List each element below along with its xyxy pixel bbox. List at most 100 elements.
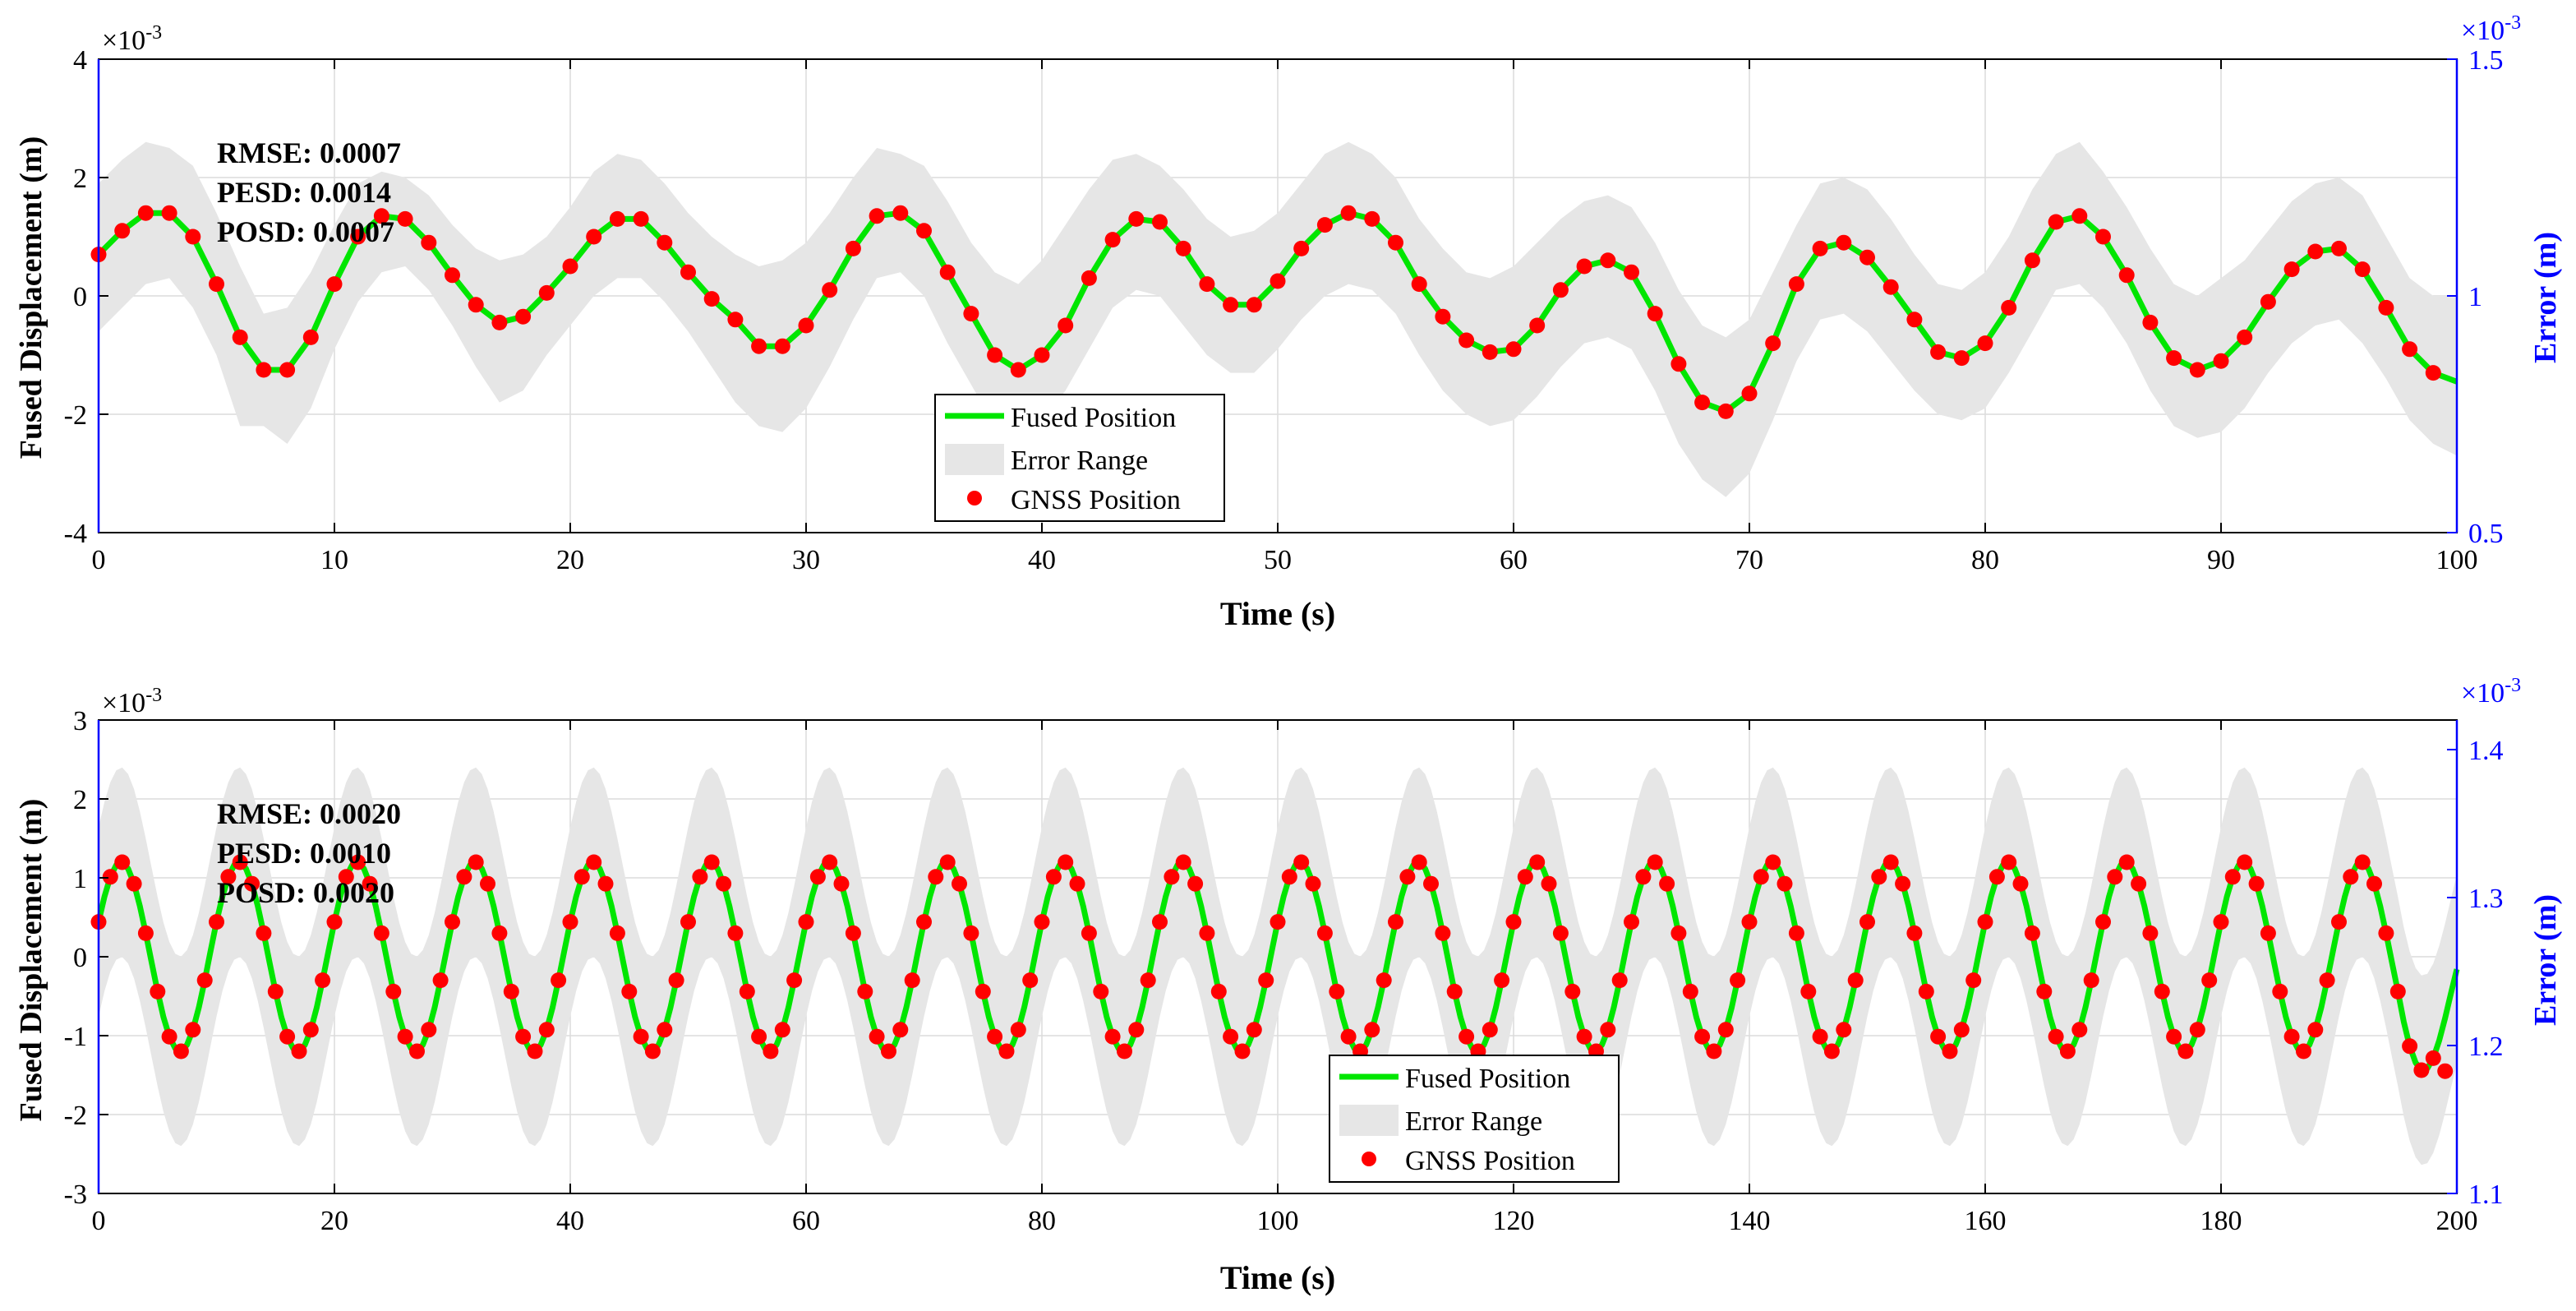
gnss-point-bottom (857, 983, 873, 999)
pesd-label-bottom: PESD: 0.0010 (217, 837, 391, 870)
gnss-point-bottom (809, 869, 826, 885)
gnss-point-bottom (2083, 972, 2099, 989)
gnss-point-top (892, 205, 909, 221)
gnss-point-bottom (939, 854, 956, 870)
gnss-point-bottom (538, 1022, 555, 1038)
gnss-point-bottom (150, 983, 166, 999)
gnss-point-bottom (798, 914, 814, 930)
y-tick-label-bottom: 3 (73, 706, 87, 736)
gnss-point-bottom (1682, 983, 1698, 999)
gnss-point-bottom (633, 1028, 649, 1045)
rmse-label-bottom: RMSE: 0.0020 (217, 797, 401, 830)
gnss-point-top (1529, 317, 1546, 334)
gnss-point-top (1316, 217, 1333, 233)
y-tick-label-top: 4 (73, 45, 87, 76)
y2-tick-label-top: 0.5 (2468, 519, 2504, 549)
gnss-point-bottom (1388, 914, 1403, 930)
x-tick-label-top: 40 (1028, 545, 1056, 575)
gnss-point-top (1435, 308, 1451, 325)
gnss-point-bottom (1223, 1028, 1239, 1045)
gnss-point-top (1906, 312, 1923, 328)
gnss-point-bottom (267, 983, 283, 999)
gnss-point-bottom (1034, 914, 1050, 930)
gnss-point-top (1081, 270, 1097, 286)
gnss-point-bottom (137, 925, 154, 941)
y2-tick-label-top: 1.5 (2468, 45, 2504, 76)
gnss-point-top (1930, 344, 1947, 360)
gnss-point-top (2001, 299, 2017, 316)
gnss-point-bottom (1730, 972, 1746, 989)
gnss-point-bottom (1823, 1043, 1840, 1059)
y-tick-label-bottom: 1 (73, 864, 87, 894)
gnss-point-bottom (1246, 1022, 1262, 1038)
gnss-point-bottom (2237, 854, 2253, 870)
gnss-point-bottom (1281, 869, 1297, 885)
gnss-point-top (609, 210, 625, 227)
x-tick-label-bottom: 80 (1028, 1206, 1056, 1236)
gnss-point-top (2378, 299, 2394, 316)
rmse-label-top: RMSE: 0.0007 (217, 136, 401, 169)
gnss-point-bottom (1882, 854, 1899, 870)
x-tick-label-bottom: 0 (92, 1206, 106, 1236)
legend-band-label-top: Error Range (1011, 445, 1148, 476)
gnss-point-bottom (350, 854, 366, 870)
gnss-point-bottom (1694, 1028, 1711, 1045)
gnss-point-bottom (102, 869, 118, 885)
gnss-position-points-bottom (90, 854, 2454, 1079)
gnss-point-bottom (373, 925, 389, 941)
gnss-point-bottom (326, 914, 343, 930)
gnss-point-bottom (2118, 854, 2135, 870)
gnss-point-top (1600, 252, 1616, 269)
gnss-point-bottom (196, 972, 213, 989)
posd-label-bottom: POSD: 0.0020 (217, 876, 394, 909)
gnss-point-bottom (751, 1028, 767, 1045)
gnss-point-top (1459, 332, 1475, 349)
gnss-point-bottom (1576, 1028, 1592, 1045)
x-tick-label-bottom: 180 (2200, 1206, 2242, 1236)
gnss-point-bottom (2131, 875, 2147, 892)
gnss-point-bottom (1753, 869, 1769, 885)
gnss-point-bottom (503, 983, 519, 999)
gnss-point-bottom (1600, 1022, 1616, 1038)
gnss-point-top (445, 267, 460, 284)
gnss-point-top (2213, 353, 2229, 369)
gnss-point-bottom (338, 869, 354, 885)
gnss-point-top (562, 258, 578, 275)
legend-bottom: Fused Position Error Range GNSS Position (1329, 1055, 1620, 1183)
gnss-point-bottom (515, 1028, 532, 1045)
x-tick-label-top: 0 (92, 545, 106, 575)
gnss-point-bottom (1517, 869, 1533, 885)
gnss-point-top (1694, 395, 1711, 411)
gnss-point-bottom (1895, 875, 1911, 892)
gnss-point-bottom (1776, 875, 1793, 892)
gnss-point-top (1034, 347, 1050, 363)
gnss-point-top (1670, 356, 1687, 372)
gnss-point-top (2283, 261, 2300, 278)
gnss-point-top (680, 264, 696, 280)
gnss-point-top (987, 347, 1003, 363)
y-tick-label-bottom: -2 (64, 1101, 87, 1131)
gnss-point-top (114, 223, 131, 239)
gnss-point-bottom (385, 983, 402, 999)
gnss-point-top (1953, 350, 1970, 367)
gnss-point-top (515, 308, 532, 325)
x-tick-label-top: 100 (2436, 545, 2478, 575)
gnss-point-top (1977, 335, 1993, 352)
gnss-point-bottom (480, 875, 495, 892)
error-range-band-top (99, 141, 2457, 497)
gnss-point-bottom (869, 1028, 885, 1045)
gnss-point-bottom (657, 1022, 673, 1038)
gnss-point-bottom (562, 914, 578, 930)
gnss-point-bottom (1022, 972, 1039, 989)
y-exponent-top: ×10-3 (102, 22, 162, 56)
gnss-point-bottom (786, 972, 803, 989)
gnss-point-top (774, 338, 790, 354)
gnss-point-bottom (1906, 925, 1923, 941)
x-tick-label-bottom: 120 (1493, 1206, 1535, 1236)
x-axis-label-top: Time (s) (1220, 595, 1335, 632)
gnss-point-bottom (1093, 983, 1109, 999)
gnss-point-bottom (1765, 854, 1781, 870)
gnss-point-bottom (1965, 972, 1982, 989)
gnss-point-top (2118, 267, 2135, 284)
